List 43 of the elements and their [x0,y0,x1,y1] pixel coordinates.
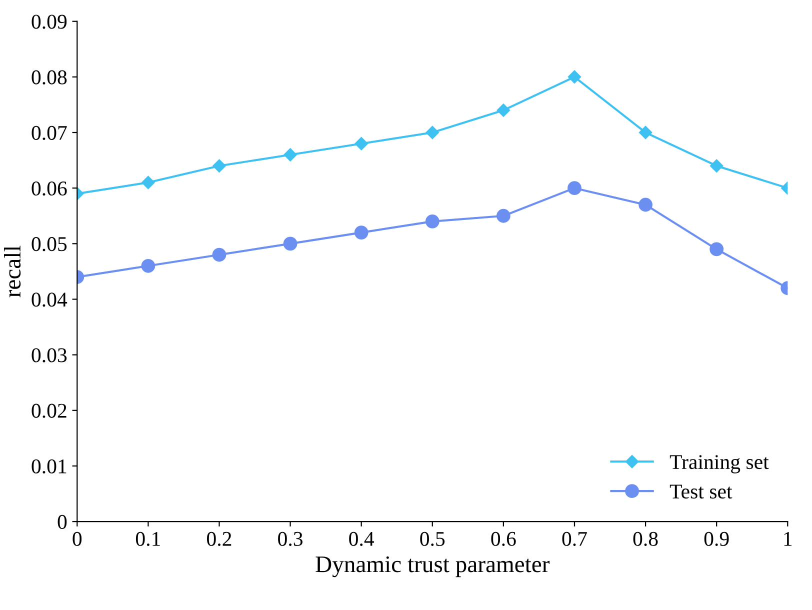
y-axis-title: recall [4,246,21,298]
y-tick-label: 0.09 [32,14,67,29]
y-tick-label: 0.08 [32,70,67,84]
x-tick-label: 0.6 [491,532,516,546]
point [568,70,582,84]
point [426,126,439,140]
x-tick-label: 0.5 [420,532,445,546]
x-tick-label: 0.4 [349,532,374,546]
x-tick-label: 0.9 [704,532,729,546]
point [354,226,368,240]
point [710,159,724,172]
point [142,176,155,190]
y-tick-label: 0.01 [32,459,66,474]
point [141,258,156,273]
point [638,198,652,212]
x-tick-label: 0.8 [633,532,658,546]
x-tick-label: 1 [784,532,792,546]
point [425,214,440,228]
x-tick-label: 0.7 [562,532,587,546]
point [284,148,297,162]
x-axis-title: Dynamic trust parameter [316,556,550,578]
point [710,242,724,256]
y-tick-label: 0.04 [32,292,68,307]
x-tick-label: 0 [72,532,82,546]
point [283,236,298,251]
point [638,126,652,140]
x-tick-label: 0.3 [278,532,302,546]
point [212,248,226,262]
point [496,104,510,117]
point [568,181,582,196]
point [212,159,226,172]
y-tick-label: 0.07 [32,126,67,140]
x-tick-label: 0.2 [207,532,232,546]
legend-label: Training set [670,455,769,474]
x-tick-label: 0.1 [136,532,160,546]
y-tick-label: 0.06 [32,181,67,196]
point [354,137,368,150]
legend-label: Test set [670,484,732,499]
point [496,208,510,223]
y-tick-label: 0.02 [32,404,66,418]
y-tick-label: 0 [58,514,67,529]
y-tick-label: 0.05 [32,237,67,252]
y-tick-label: 0.03 [32,348,67,362]
